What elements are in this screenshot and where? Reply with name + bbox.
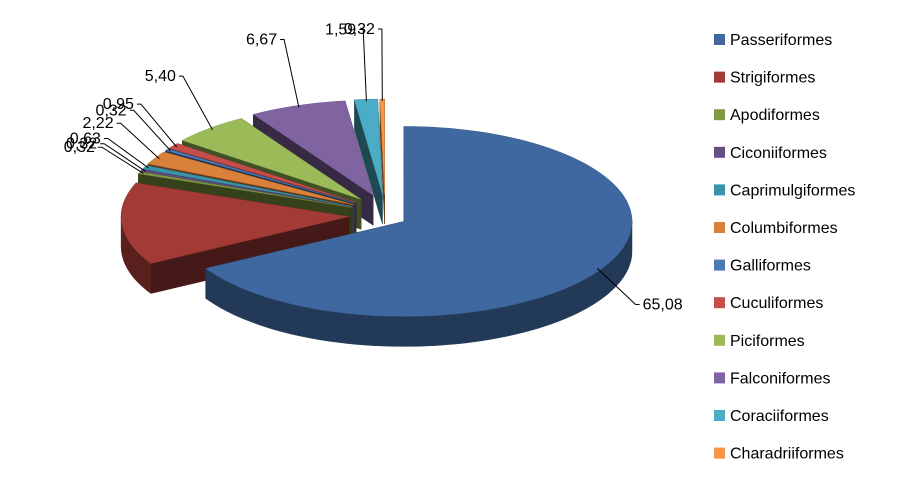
legend-swatch-galliformes [714,259,725,271]
leader-line-ciconiiformes [100,143,146,172]
slice-top-strigiformes [120,182,350,264]
slice-passeriformes [205,126,633,347]
legend-item-strigiformes: Strigiformes [714,70,815,87]
slice-top-piciformes [181,118,362,200]
slice-top-columbiformes [147,151,354,205]
legend-item-passeriformes: Passeriformes [714,32,832,49]
leader-line-columbiformes [116,122,160,160]
legend-label-strigiformes: Strigiformes [730,70,815,87]
data-label-caprimulgiformes: 0,63 [70,131,101,148]
legend-item-caprimulgiformes: Caprimulgiformes [714,182,855,199]
legend-item-apodiformes: Apodiformes [714,107,820,124]
data-label-cuculiformes: 0,95 [103,96,134,113]
legend-item-cuculiformes: Cuculiformes [714,295,823,312]
legend-label-apodiformes: Apodiformes [730,107,820,124]
legend-label-galliformes: Galliformes [730,258,811,275]
leader-line-passeriformes [596,267,640,305]
data-label-piciformes: 5,40 [145,68,176,85]
data-label-coraciiformes: 1,59 [325,22,356,39]
slice-charadriiformes [379,98,385,225]
data-label-charadriiformes: 0,32 [344,21,375,38]
legend-swatch-passeriformes [714,34,725,45]
data-label-apodiformes: 0,32 [64,139,95,156]
leader-line-apodiformes [97,146,144,174]
slice-top-passeriformes [205,126,633,317]
legend-swatch-caprimulgiformes [714,184,725,196]
leader-line-galliformes [129,109,171,152]
data-label-columbiformes: 2,22 [82,115,113,132]
data-label-ciconiiformes: 0,32 [66,136,97,153]
data-label-passeriformes: 65,08 [643,297,683,314]
legend-swatch-cuculiformes [714,297,725,309]
leader-line-cuculiformes [136,103,178,148]
leader-line-coraciiformes [359,29,367,102]
data-labels: 65,080,320,320,632,220,320,955,406,671,5… [64,21,683,314]
legend-item-ciconiiformes: Ciconiiformes [714,145,827,162]
legend-item-galliformes: Galliformes [714,258,811,275]
legend-swatch-falconiformes [714,372,725,384]
legend-swatch-columbiformes [714,222,725,233]
slice-top-falconiformes [252,100,374,196]
leader-line-charadriiformes [377,28,383,101]
legend-swatch-strigiformes [714,71,725,83]
legend-label-falconiformes: Falconiformes [730,370,830,387]
leader-line-caprimulgiformes [103,138,149,169]
legend-label-cuculiformes: Cuculiformes [730,295,823,312]
leader-line-piciformes [178,75,213,131]
legend-item-coraciiformes: Coraciiformes [714,408,829,425]
legend-item-charadriiformes: Charadriiformes [714,446,844,463]
legend-label-coraciiformes: Coraciiformes [730,408,829,425]
legend-label-charadriiformes: Charadriiformes [730,446,844,463]
legend-label-columbiformes: Columbiformes [730,220,838,237]
slice-top-cuculiformes [168,143,357,203]
pie-slices [120,98,633,347]
leader-line-falconiformes [280,39,300,108]
slice-top-apodiformes [137,171,352,208]
data-label-galliformes: 0,32 [96,102,127,119]
legend-swatch-charadriiformes [714,447,725,459]
legend-swatch-apodiformes [714,109,725,121]
legend-label-ciconiiformes: Ciconiiformes [730,145,827,162]
legend-label-passeriformes: Passeriformes [730,32,832,49]
legend-item-columbiformes: Columbiformes [714,220,838,237]
slice-strigiformes [120,182,350,295]
legend-label-caprimulgiformes: Caprimulgiformes [730,182,855,199]
legend: Passeriformes Strigiformes Apodiformes Cico… [714,32,855,463]
legend-swatch-piciformes [714,334,725,346]
slice-top-galliformes [164,148,356,204]
legend-label-piciformes: Piciformes [730,333,805,350]
legend-item-piciformes: Piciformes [714,333,805,350]
legend-swatch-coraciiformes [714,410,725,421]
legend-item-falconiformes: Falconiformes [714,370,830,387]
legend-swatch-ciconiiformes [714,146,725,158]
data-label-falconiformes: 6,67 [246,32,277,49]
